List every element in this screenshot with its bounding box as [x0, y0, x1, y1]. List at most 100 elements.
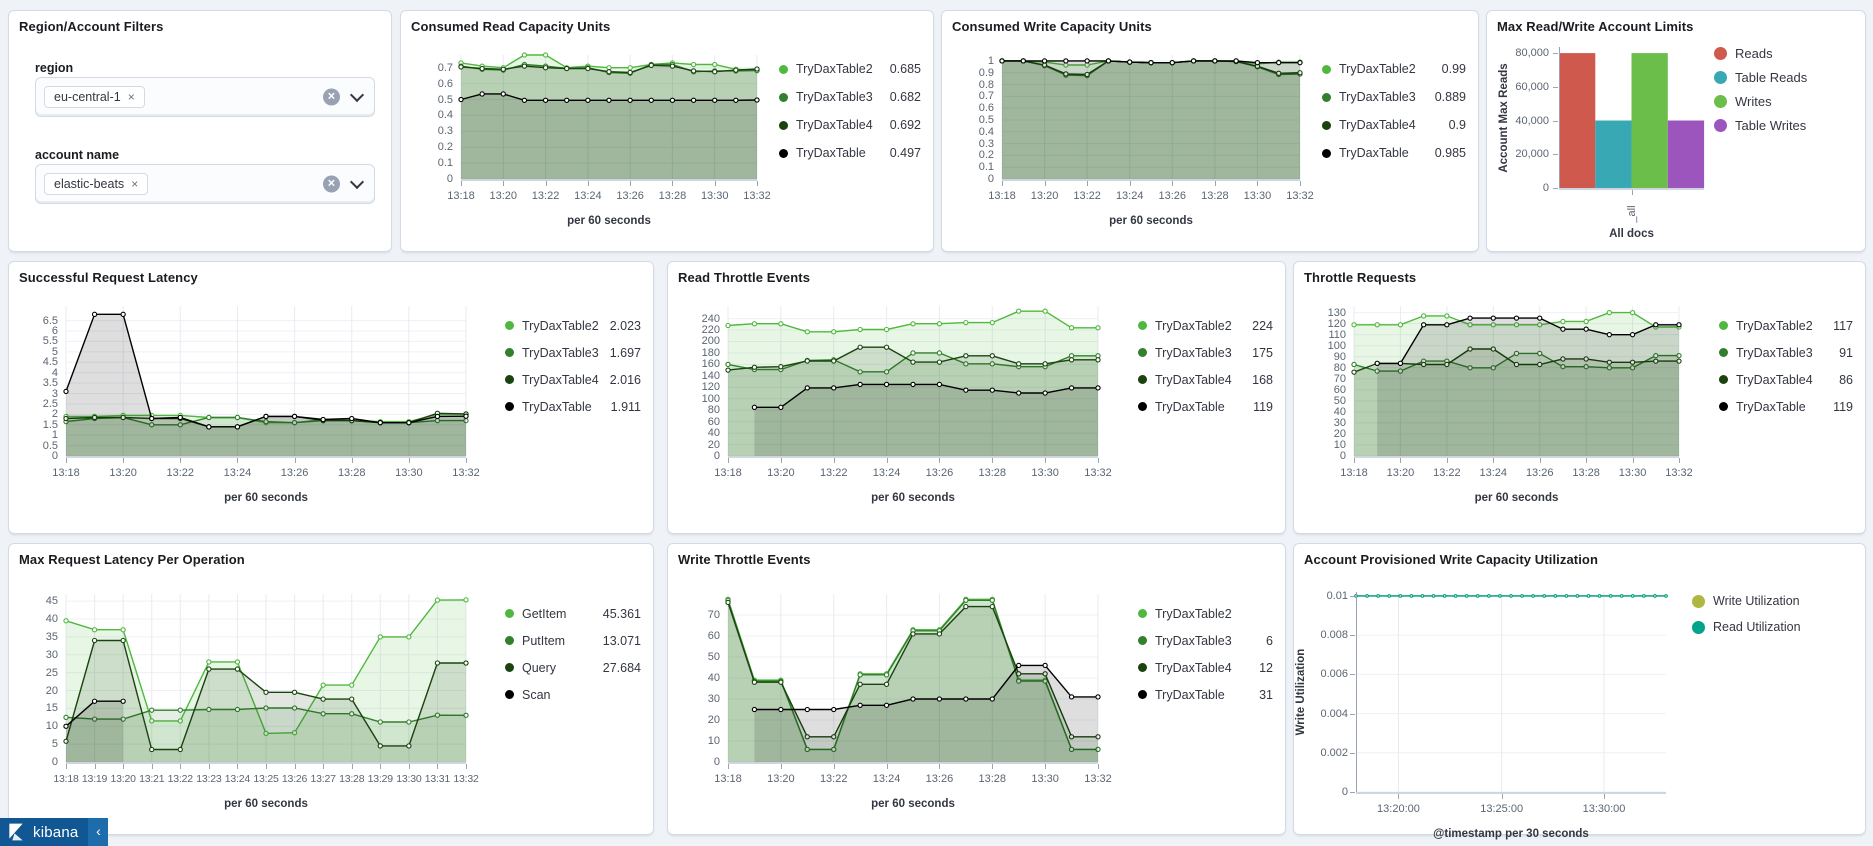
x-axis-tick	[461, 181, 462, 186]
legend-item[interactable]: TryDaxTable2 224	[1138, 312, 1273, 339]
chevron-down-icon[interactable]	[349, 87, 365, 103]
bar-reads[interactable]	[1559, 53, 1596, 188]
chevron-down-icon[interactable]	[349, 174, 365, 190]
x-tick-label: 13:18	[714, 773, 742, 785]
legend-item[interactable]: TryDaxTable2 0.99	[1322, 55, 1466, 83]
x-tick-label: 13:25:00	[1480, 803, 1524, 815]
chart-write-throttle-events: 70 60 50 40 30 20 10 0 13:18 13:20 13:22 13:24 13:26…	[668, 544, 1285, 834]
x-axis-tick	[1257, 181, 1259, 186]
legend-item[interactable]: TryDaxTable2 117	[1719, 312, 1853, 339]
panel-account-provisioned-write-capacity-utilization: Account Provisioned Write Capacity Utili…	[1293, 543, 1866, 840]
clear-selection-icon[interactable]: ✕	[323, 175, 340, 193]
region-combobox[interactable]: eu-central-1 × ✕	[35, 77, 375, 117]
y-tick-label: 0	[1341, 786, 1348, 798]
legend-item[interactable]: Reads	[1714, 41, 1853, 65]
y-tick-label: 30	[1333, 416, 1346, 429]
legend-item[interactable]: Table Writes	[1714, 113, 1853, 137]
legend-item[interactable]: TryDaxTable3 1.697	[505, 339, 641, 366]
x-axis-title: per 60 seconds	[871, 798, 955, 810]
panel-throttle-requests: Throttle Requests 130 120 110 100 90 80 70 60 50…	[1293, 261, 1866, 534]
legend-item[interactable]: TryDaxTable 119	[1138, 393, 1273, 420]
legend-dot-icon	[505, 663, 514, 672]
x-axis-tick	[1632, 458, 1634, 463]
sidebar-collapse-button[interactable]: ‹	[88, 818, 109, 846]
x-axis-tick	[1631, 190, 1633, 195]
legend-series-value: 224	[1252, 318, 1273, 333]
y-tick-label: 20	[707, 714, 720, 726]
legend-item[interactable]: GetItem 45.361	[505, 600, 641, 627]
y-tick-label: 90	[1333, 350, 1346, 363]
legend-dot-icon	[505, 402, 514, 411]
y-axis-tick	[1350, 713, 1355, 715]
legend-item[interactable]: TryDaxTable4 2.016	[505, 366, 641, 393]
x-tick-label: 13:30	[396, 773, 422, 785]
x-tick-label: 13:32	[743, 190, 771, 202]
legend-item[interactable]: TryDaxTable4 86	[1719, 366, 1853, 393]
kibana-logo-icon	[6, 822, 26, 842]
legend-item[interactable]: TryDaxTable2	[1138, 600, 1273, 627]
legend-item[interactable]: TryDaxTable2 0.685	[779, 55, 921, 83]
bar-writes[interactable]	[1631, 53, 1668, 188]
y-axis-tick	[1553, 53, 1558, 55]
clear-selection-icon[interactable]: ✕	[323, 88, 340, 106]
legend-item[interactable]: TryDaxTable3 0.889	[1322, 83, 1466, 111]
y-tick-label: 0.4	[978, 125, 994, 138]
y-axis-tick	[1553, 86, 1558, 88]
legend-series-label: TryDaxTable	[1339, 146, 1409, 160]
legend-item[interactable]: Read Utilization	[1692, 614, 1853, 640]
x-tick-label: 13:24	[223, 467, 252, 479]
y-tick-label: 0.002	[1320, 746, 1348, 759]
y-tick-label: 60	[707, 630, 720, 642]
y-tick-label: 180	[701, 346, 720, 359]
x-axis-title: per 60 seconds	[871, 492, 955, 504]
x-tick-label: 13:22	[531, 190, 560, 202]
region-filter-chip[interactable]: eu-central-1 ×	[44, 86, 145, 108]
account-name-filter-chip[interactable]: elastic-beats ×	[44, 173, 149, 195]
legend-item[interactable]: TryDaxTable 119	[1719, 393, 1853, 420]
legend-item[interactable]: TryDaxTable3 175	[1138, 339, 1273, 366]
y-tick-label: 35	[45, 630, 58, 643]
legend-item[interactable]: TryDaxTable2 2.023	[505, 312, 641, 339]
legend-item[interactable]: TryDaxTable4 12	[1138, 654, 1273, 681]
legend-item[interactable]: TryDaxTable4 168	[1138, 366, 1273, 393]
legend-item[interactable]: TryDaxTable3 6	[1138, 627, 1273, 654]
legend-series-label: TryDaxTable	[1155, 687, 1225, 702]
chip-remove-icon[interactable]: ×	[131, 177, 139, 191]
legend-item[interactable]: Write Utilization	[1692, 588, 1853, 614]
x-axis-tick	[992, 764, 994, 769]
y-axis-tick	[1553, 154, 1558, 156]
legend-item[interactable]: TryDaxTable4 0.692	[779, 111, 921, 139]
legend-item[interactable]: TryDaxTable 0.985	[1322, 139, 1466, 167]
legend-item[interactable]: Writes	[1714, 89, 1853, 113]
legend-series-label: TryDaxTable3	[1339, 90, 1416, 104]
bar-table-writes[interactable]	[1667, 120, 1705, 189]
legend-item[interactable]: TryDaxTable3 91	[1719, 339, 1853, 366]
legend-dot-icon	[1692, 620, 1705, 634]
legend-item[interactable]: PutItem 13.071	[505, 627, 641, 654]
x-tick-label: 13:20:00	[1377, 803, 1420, 815]
legend-dot-icon	[505, 609, 514, 618]
legend-item[interactable]: Table Reads	[1714, 65, 1853, 89]
chip-remove-icon[interactable]: ×	[127, 90, 135, 104]
legend-item[interactable]: TryDaxTable4 0.9	[1322, 111, 1466, 139]
bar-table-reads[interactable]	[1595, 120, 1632, 189]
legend-item[interactable]: Query 27.684	[505, 654, 641, 681]
x-tick-label: 13:22	[167, 773, 193, 785]
panel-title: Consumed Read Capacity Units	[411, 19, 611, 34]
legend-item[interactable]: TryDaxTable 31	[1138, 681, 1273, 708]
legend-item[interactable]: TryDaxTable 1.911	[505, 393, 641, 420]
legend-item[interactable]: TryDaxTable 0.497	[779, 139, 921, 167]
x-tick-label: 13:18	[714, 467, 742, 479]
plot-area	[1354, 592, 1668, 793]
x-axis-tick	[94, 764, 96, 769]
y-tick-label: 20,000	[1515, 148, 1549, 161]
legend-item[interactable]: Scan	[505, 681, 641, 708]
x-axis-tick	[1045, 764, 1047, 769]
region-field-label: region	[35, 61, 74, 75]
x-axis-tick	[992, 458, 994, 463]
legend-item[interactable]: TryDaxTable3 0.682	[779, 83, 921, 111]
account-name-combobox[interactable]: elastic-beats × ✕	[35, 164, 375, 204]
legend-series-value: 13.071	[602, 633, 641, 648]
y-tick-label: 130	[1327, 306, 1346, 319]
